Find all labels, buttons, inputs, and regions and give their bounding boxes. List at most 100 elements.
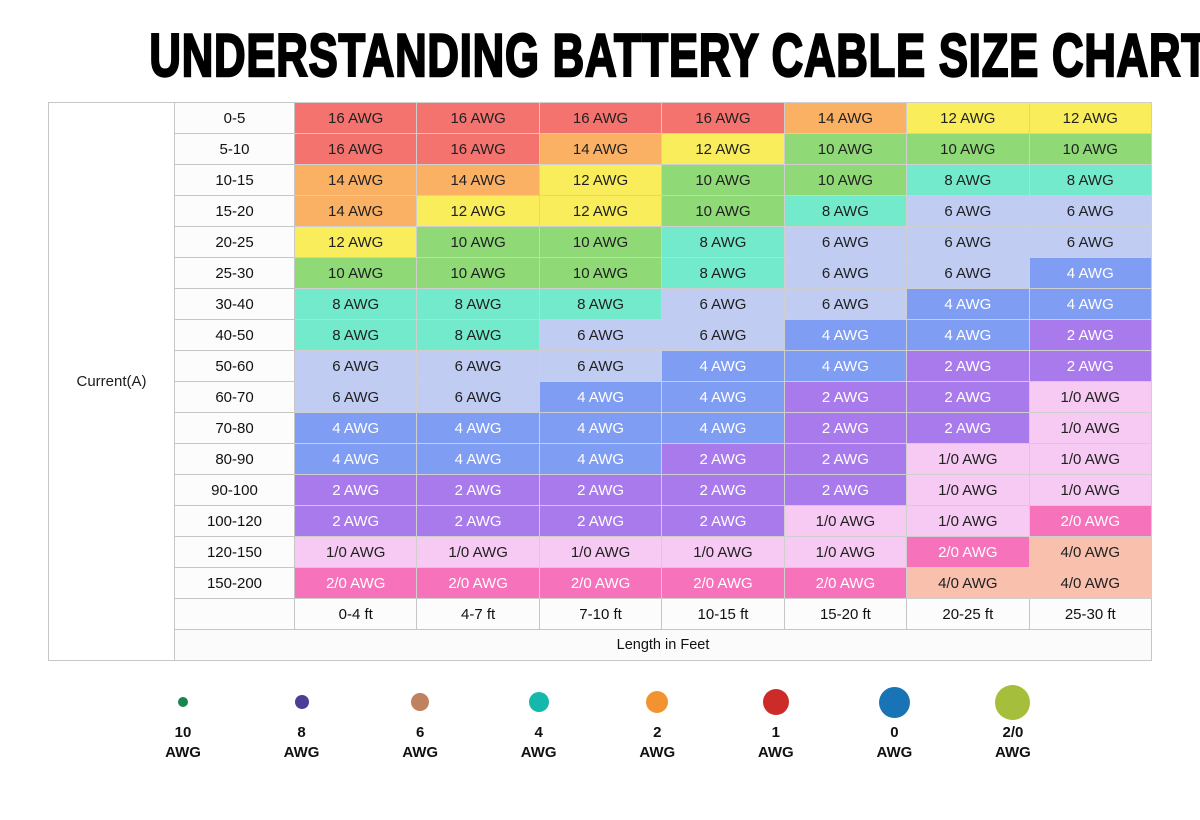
- awg-value-cell: 12 AWG: [906, 102, 1030, 134]
- awg-value-cell: 4 AWG: [538, 412, 663, 444]
- legend-unit-text: AWG: [283, 744, 320, 762]
- table-row: 30-40 8 AWG 8 AWG 8 AWG 6 AWG 6 AWG 4 AWG 4 AWG: [49, 288, 1153, 320]
- awg-value-cell: 2 AWG: [661, 505, 785, 537]
- awg-value-cell: 4 AWG: [906, 288, 1030, 320]
- legend-label: 8 AWG: [284, 723, 320, 764]
- awg-value-cell: 1/0 AWG: [1028, 443, 1153, 475]
- current-range-header: 25-30: [174, 257, 295, 289]
- awg-value-cell: 1/0 AWG: [416, 536, 540, 568]
- legend-size-text: 2/0: [1002, 724, 1024, 741]
- awg-value-cell: 4 AWG: [661, 381, 785, 413]
- legend-size-text: 2: [653, 724, 662, 741]
- awg-value-cell: 2 AWG: [661, 474, 785, 506]
- current-range-header: 10-15: [174, 164, 295, 196]
- awg-value-cell: 2 AWG: [783, 412, 908, 444]
- awg-value-cell: 14 AWG: [293, 164, 418, 196]
- current-range-header: 50-60: [174, 350, 295, 382]
- table-row: 80-90 4 AWG 4 AWG 4 AWG 2 AWG 2 AWG 1/0 AWG 1/0…: [49, 443, 1153, 475]
- awg-value-cell: 4 AWG: [906, 319, 1030, 351]
- awg-value-cell: 2 AWG: [906, 350, 1030, 382]
- length-header: 25-30 ft: [1028, 598, 1153, 630]
- length-header: 0-4 ft: [293, 598, 418, 630]
- awg-value-cell: 2 AWG: [416, 474, 540, 506]
- legend-label: 0 AWG: [876, 723, 912, 764]
- awg-value-cell: 6 AWG: [661, 288, 785, 320]
- table-row: 90-100 2 AWG 2 AWG 2 AWG 2 AWG 2 AWG 1/0 AWG 1/…: [49, 474, 1153, 506]
- awg-value-cell: 4/0 AWG: [1028, 567, 1153, 599]
- table-row: 150-200 2/0 AWG 2/0 AWG 2/0 AWG 2/0 AWG 2/0 A…: [49, 567, 1153, 599]
- awg-value-cell: 8 AWG: [661, 257, 785, 289]
- table-row: 70-80 4 AWG 4 AWG 4 AWG 4 AWG 2 AWG 2 AWG 1/0 A…: [49, 412, 1153, 444]
- awg-value-cell: 1/0 AWG: [293, 536, 418, 568]
- awg-value-cell: 6 AWG: [293, 381, 418, 413]
- table-row: 25-30 10 AWG 10 AWG 10 AWG 8 AWG 6 AWG 6 AWG 4 …: [49, 257, 1153, 289]
- awg-value-cell: 6 AWG: [1028, 226, 1153, 258]
- awg-value-cell: 4 AWG: [538, 443, 663, 475]
- legend-dot-box: [995, 681, 1031, 723]
- legend-size-text: 6: [415, 724, 425, 741]
- legend-dot-box: [294, 681, 309, 723]
- awg-value-cell: 12 AWG: [538, 164, 663, 196]
- awg-size-dot-icon: [762, 689, 789, 715]
- legend-dot-box: [411, 681, 430, 723]
- awg-value-cell: 4 AWG: [538, 381, 663, 413]
- awg-value-cell: 10 AWG: [416, 257, 540, 289]
- awg-value-cell: 4 AWG: [783, 319, 908, 351]
- awg-value-cell: 2 AWG: [416, 505, 540, 537]
- legend-size-text: 1: [771, 724, 780, 741]
- awg-value-cell: 8 AWG: [416, 319, 540, 351]
- legend-size-text: 8: [297, 724, 306, 741]
- awg-value-cell: 12 AWG: [538, 195, 663, 227]
- current-range-header: 70-80: [174, 412, 295, 444]
- awg-value-cell: 4 AWG: [661, 350, 785, 382]
- awg-value-cell: 10 AWG: [783, 164, 908, 196]
- awg-value-cell: 10 AWG: [293, 257, 418, 289]
- awg-value-cell: 2/0 AWG: [416, 567, 540, 599]
- legend-size-text: 4: [534, 724, 543, 741]
- awg-value-cell: 6 AWG: [293, 350, 418, 382]
- legend-item: 10 AWG: [125, 681, 241, 764]
- awg-value-cell: 14 AWG: [416, 164, 540, 196]
- awg-value-cell: 8 AWG: [293, 319, 418, 351]
- awg-value-cell: 14 AWG: [293, 195, 418, 227]
- awg-value-cell: 1/0 AWG: [1028, 381, 1153, 413]
- awg-value-cell: 8 AWG: [661, 226, 785, 258]
- awg-value-cell: 8 AWG: [783, 195, 908, 227]
- legend-unit-text: AWG: [402, 744, 439, 762]
- legend-item: 2 AWG: [599, 681, 715, 764]
- awg-value-cell: 6 AWG: [783, 257, 908, 289]
- awg-value-cell: 4 AWG: [1028, 288, 1153, 320]
- awg-value-cell: 4 AWG: [293, 443, 418, 475]
- legend-unit-text: AWG: [639, 744, 676, 762]
- legend-label: 2/0 AWG: [995, 723, 1031, 764]
- awg-value-cell: 6 AWG: [1028, 195, 1153, 227]
- table-row: 40-50 8 AWG 8 AWG 6 AWG 6 AWG 4 AWG 4 AWG 2 AWG: [49, 319, 1153, 351]
- awg-value-cell: 2 AWG: [906, 381, 1030, 413]
- awg-value-cell: 4 AWG: [1028, 257, 1153, 289]
- legend-item: 4 AWG: [481, 681, 597, 764]
- awg-value-cell: 2/0 AWG: [293, 567, 418, 599]
- current-range-header: 150-200: [174, 567, 295, 599]
- awg-value-cell: 14 AWG: [783, 102, 908, 134]
- awg-value-cell: 4 AWG: [293, 412, 418, 444]
- length-axis-row: Length in Feet: [49, 629, 1152, 661]
- awg-value-cell: 1/0 AWG: [1028, 412, 1153, 444]
- legend-item: 0 AWG: [836, 681, 952, 764]
- awg-value-cell: 2/0 AWG: [538, 567, 663, 599]
- awg-value-cell: 2/0 AWG: [661, 567, 785, 599]
- awg-value-cell: 2 AWG: [293, 505, 418, 537]
- awg-value-cell: 8 AWG: [906, 164, 1030, 196]
- legend-size-text: 0: [890, 724, 899, 741]
- awg-value-cell: 10 AWG: [1028, 133, 1153, 165]
- awg-size-dot-icon: [528, 692, 549, 712]
- awg-value-cell: 1/0 AWG: [783, 536, 908, 568]
- awg-value-cell: 1/0 AWG: [906, 505, 1030, 537]
- awg-value-cell: 2/0 AWG: [783, 567, 908, 599]
- battery-cable-size-table: Current(A) 0-5 16 AWG 16 AWG 16 AWG 16 AWG 14 …: [48, 102, 1153, 661]
- awg-value-cell: 2 AWG: [906, 412, 1030, 444]
- awg-value-cell: 6 AWG: [538, 319, 663, 351]
- awg-size-dot-icon: [178, 697, 188, 707]
- awg-value-cell: 2 AWG: [538, 474, 663, 506]
- table-row: 100-120 2 AWG 2 AWG 2 AWG 2 AWG 1/0 AWG 1/0 AW…: [49, 505, 1153, 537]
- awg-value-cell: 6 AWG: [906, 257, 1030, 289]
